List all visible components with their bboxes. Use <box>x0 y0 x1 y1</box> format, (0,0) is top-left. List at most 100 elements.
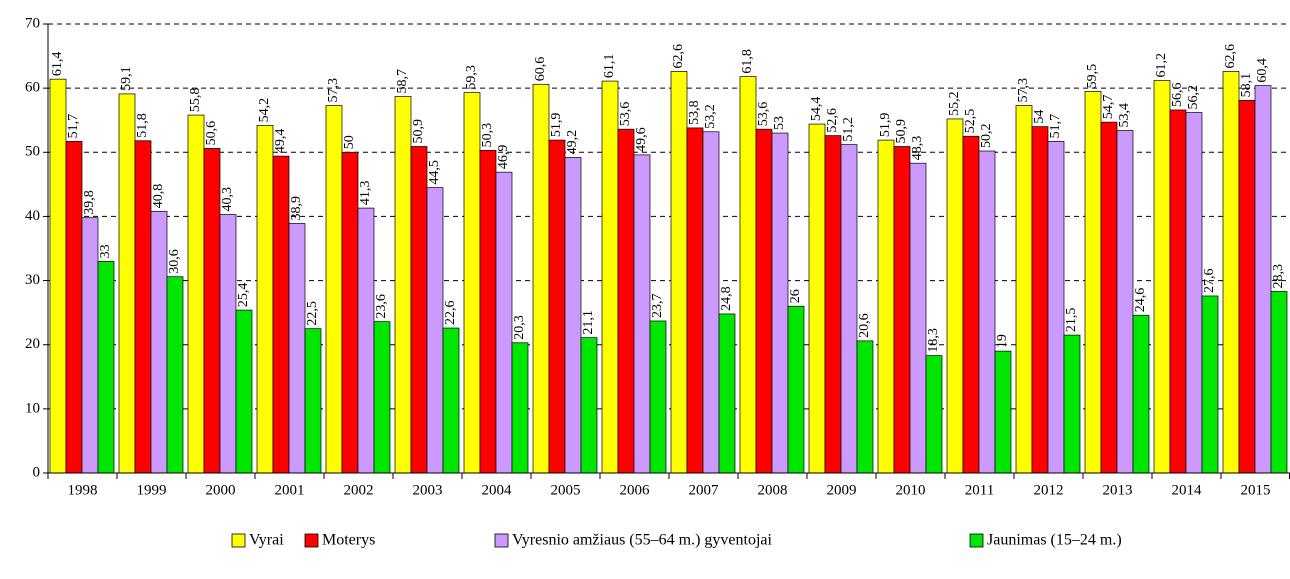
value-label: 54,7 <box>1101 95 1116 120</box>
value-label: 61,8 <box>740 49 755 74</box>
bar <box>81 217 99 474</box>
bar <box>1201 295 1219 474</box>
x-tick-label: 2011 <box>965 482 994 498</box>
bar <box>946 118 964 474</box>
value-label: 61,1 <box>602 54 617 79</box>
bar <box>304 328 322 474</box>
value-label: 56,6 <box>1170 82 1185 107</box>
bar <box>670 71 688 474</box>
value-label: 24,6 <box>1133 288 1148 313</box>
y-tick-label: 30 <box>25 272 40 288</box>
bar <box>118 93 136 474</box>
bar <box>256 124 274 474</box>
x-tick-label: 1998 <box>68 482 98 498</box>
bar <box>134 140 152 474</box>
bar <box>925 355 943 474</box>
value-label: 61,4 <box>50 52 65 77</box>
value-label: 61,2 <box>1154 53 1169 78</box>
value-label: 49,4 <box>273 129 288 154</box>
x-tick-label: 2012 <box>1034 482 1064 498</box>
bar <box>856 340 874 474</box>
bar <box>1132 314 1150 474</box>
x-tick-label: 2014 <box>1172 482 1203 498</box>
y-tick-label: 60 <box>25 80 40 96</box>
y-tick-label: 50 <box>25 144 40 160</box>
y-tick-label: 40 <box>25 208 40 224</box>
value-label: 54 <box>1032 110 1047 124</box>
bar <box>410 146 428 474</box>
value-label: 25,4 <box>236 283 251 308</box>
bar <box>394 96 412 474</box>
value-label: 53,8 <box>687 100 702 125</box>
legend-swatch <box>494 533 509 548</box>
value-label: 50,2 <box>979 124 994 149</box>
value-label: 51,8 <box>135 113 150 138</box>
bar <box>548 139 566 474</box>
value-label: 26 <box>788 289 803 303</box>
legend-label: Vyresnio amžiaus (55–64 m.) gyventojai <box>512 532 773 549</box>
bar <box>787 305 805 474</box>
bar <box>739 76 757 474</box>
bar <box>824 135 842 474</box>
value-label: 22,6 <box>443 301 458 326</box>
bar <box>442 327 460 474</box>
bar <box>373 321 391 474</box>
value-label: 55,2 <box>947 91 962 116</box>
value-label: 41,3 <box>358 181 373 206</box>
y-tick-label: 0 <box>33 464 41 480</box>
bar <box>617 128 635 474</box>
value-label: 51,7 <box>66 114 81 139</box>
x-tick-label: 2010 <box>896 482 926 498</box>
bar <box>877 139 895 474</box>
value-label: 57,3 <box>326 78 341 103</box>
bar <box>1238 99 1256 474</box>
y-tick-label: 20 <box>25 336 40 352</box>
value-label: 24,8 <box>719 286 734 311</box>
bar <box>1185 112 1203 474</box>
value-label: 40,3 <box>220 187 235 212</box>
value-label: 30,6 <box>167 249 182 274</box>
value-label: 51,7 <box>1048 114 1063 139</box>
value-label: 23,6 <box>374 294 389 319</box>
value-label: 53,2 <box>703 104 718 129</box>
value-label: 48,3 <box>910 136 925 161</box>
value-label: 60,6 <box>533 57 548 82</box>
value-label: 20,6 <box>857 313 872 338</box>
bar <box>219 214 237 474</box>
x-tick-label: 2007 <box>689 482 720 498</box>
bar <box>203 148 221 474</box>
bar <box>49 78 67 474</box>
bar <box>808 123 826 474</box>
value-label: 21,5 <box>1064 308 1079 333</box>
bar <box>166 276 184 474</box>
x-tick-label: 2005 <box>551 482 581 498</box>
value-label: 54,2 <box>257 98 272 123</box>
bar <box>235 309 253 474</box>
bar <box>580 337 598 474</box>
x-tick-label: 2015 <box>1241 482 1271 498</box>
bar <box>1254 85 1272 474</box>
value-label: 46,9 <box>496 145 511 170</box>
bar <box>357 207 375 474</box>
legend-swatch <box>231 533 246 548</box>
value-label: 51,9 <box>549 113 564 138</box>
bar <box>65 141 83 474</box>
value-label: 50,6 <box>204 121 219 146</box>
bar <box>341 151 359 474</box>
x-tick-label: 2006 <box>620 482 651 498</box>
bar <box>649 320 667 474</box>
value-label: 51,2 <box>841 117 856 142</box>
bar <box>463 92 481 474</box>
bar <box>755 128 773 474</box>
value-label: 52,6 <box>825 108 840 133</box>
bar <box>426 187 444 474</box>
y-tick-label: 70 <box>25 15 40 31</box>
value-label: 54,4 <box>809 97 824 122</box>
value-label: 18,3 <box>926 328 941 353</box>
bar <box>325 105 343 474</box>
value-label: 50,3 <box>480 123 495 148</box>
value-label: 58,1 <box>1239 73 1254 98</box>
value-label: 59,1 <box>119 66 134 91</box>
x-tick-label: 2002 <box>344 482 374 498</box>
